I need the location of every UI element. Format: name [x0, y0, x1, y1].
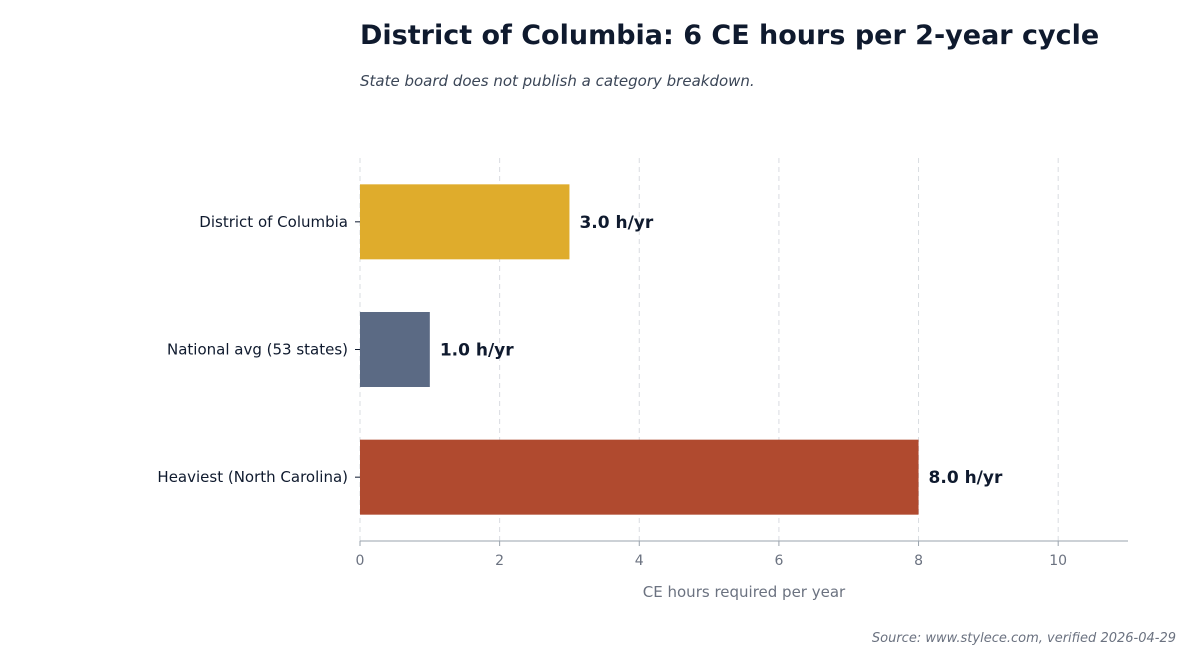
x-tick-label-2: 2: [495, 553, 504, 569]
value-label-0: 3.0 h/yr: [579, 213, 653, 233]
value-label-2: 8.0 h/yr: [929, 468, 1003, 488]
x-tick-label-0: 0: [356, 553, 365, 569]
chart-title: District of Columbia: 6 CE hours per 2-y…: [360, 20, 1100, 51]
value-label-1: 1.0 h/yr: [440, 341, 514, 361]
x-tick-label-4: 4: [635, 553, 644, 569]
category-label-0: District of Columbia: [199, 213, 348, 231]
category-label-1: National avg (53 states): [167, 341, 348, 359]
x-tick-label-6: 6: [774, 553, 783, 569]
category-label-2: Heaviest (North Carolina): [157, 468, 348, 486]
bar-1: [360, 312, 430, 387]
x-tick-label-8: 8: [914, 553, 923, 569]
x-axis-title: CE hours required per year: [643, 583, 846, 601]
bar-0: [360, 184, 570, 260]
source-note: Source: www.stylece.com, verified 2026-0…: [871, 631, 1176, 646]
x-tick-label-10: 10: [1049, 553, 1067, 569]
bar-2: [360, 439, 919, 515]
chart-subtitle: State board does not publish a category …: [360, 72, 755, 90]
